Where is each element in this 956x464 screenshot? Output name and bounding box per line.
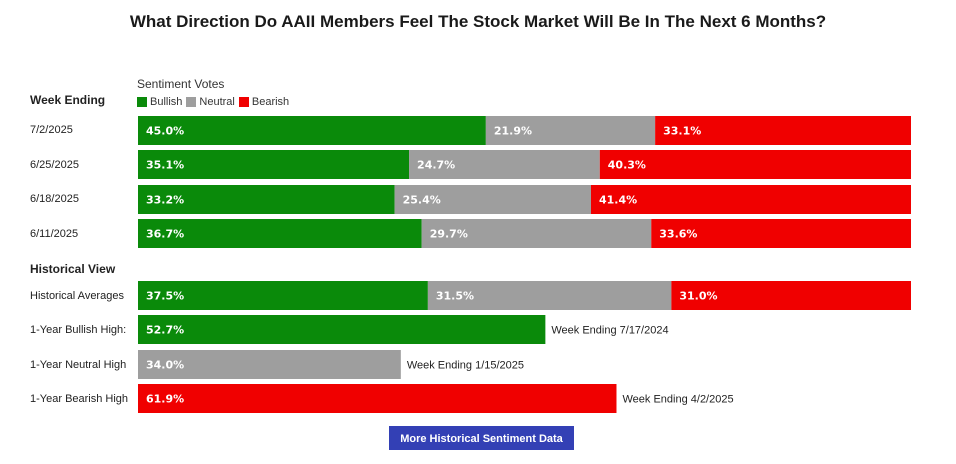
week-2-neutral-bar	[409, 150, 600, 179]
week-1-bearish-value: 33.1%	[663, 125, 701, 138]
week-3-neutral-bar	[394, 185, 591, 214]
bearish-high-bar	[138, 384, 617, 413]
neutral-high-value: 34.0%	[146, 359, 184, 372]
bullish-high-bar	[138, 315, 546, 344]
legend-swatch-neutral	[186, 97, 197, 107]
row-label-week-2: 6/25/2025	[30, 159, 79, 171]
row-label-week-4: 6/11/2025	[30, 228, 79, 240]
week-3-bearish-value: 41.4%	[599, 194, 637, 207]
neutral-high-note: Week Ending 1/15/2025	[407, 360, 524, 372]
bullish-high-value: 52.7%	[146, 324, 184, 337]
week-1-neutral-bar	[485, 116, 656, 145]
week-1-bullish-bar	[138, 116, 486, 145]
week-2-bullish-value: 35.1%	[146, 159, 184, 172]
row-label-bearish-high: 1-Year Bearish High	[30, 393, 129, 405]
week-4-bearish-bar	[651, 219, 911, 248]
week-3-bullish-value: 33.2%	[146, 194, 184, 207]
week-3-neutral-value: 25.4%	[403, 194, 441, 207]
legend-swatch-bearish	[238, 97, 249, 107]
row-label-neutral-high: 1-Year Neutral High	[30, 359, 127, 371]
week-2-bearish-value: 40.3%	[608, 159, 646, 172]
week-2-bearish-bar	[599, 150, 911, 179]
historical-average-bullish-value: 37.5%	[146, 290, 184, 303]
week-1-neutral-value: 21.9%	[494, 125, 532, 138]
row-label-week-1: 7/2/2025	[30, 124, 73, 136]
bearish-high-note: Week Ending 4/2/2025	[622, 394, 733, 406]
week-1-bullish-value: 45.0%	[146, 125, 184, 138]
row-label-bullish-high: 1-Year Bullish High:	[30, 324, 127, 336]
legend-label-neutral: Neutral	[199, 96, 235, 108]
week-3-bearish-bar	[590, 185, 911, 214]
week-4-bullish-bar	[138, 219, 422, 248]
legend-label-bullish: Bullish	[150, 96, 183, 108]
week-2-neutral-value: 24.7%	[417, 159, 455, 172]
historical-average-bearish-bar	[671, 281, 911, 310]
week-4-bearish-value: 33.6%	[659, 228, 697, 241]
legend-item-neutral: Neutral	[186, 96, 235, 108]
week-2-bullish-bar	[138, 150, 410, 179]
historical-view-heading: Historical View	[30, 262, 116, 276]
chart-title: What Direction Do AAII Members Feel The …	[129, 12, 827, 31]
neutral-high-bar	[138, 350, 401, 379]
row-label-historical-averages: Historical Averages	[30, 290, 124, 302]
legend-label-bearish: Bearish	[251, 96, 290, 108]
bullish-high-note: Week Ending 7/17/2024	[551, 325, 668, 337]
legend-item-bullish: Bullish	[137, 96, 182, 108]
historical-average-neutral-bar	[427, 281, 672, 310]
legend-title: Sentiment Votes	[137, 77, 225, 91]
week-4-neutral-value: 29.7%	[430, 228, 468, 241]
week-ending-heading: Week Ending	[30, 93, 106, 107]
week-4-bullish-value: 36.7%	[146, 228, 184, 241]
legend: Bullish Neutral Bearish	[137, 96, 293, 108]
week-1-bearish-bar	[655, 116, 911, 145]
week-3-bullish-bar	[138, 185, 395, 214]
legend-swatch-bullish	[137, 97, 147, 107]
historical-average-bullish-bar	[138, 281, 428, 310]
row-label-week-3: 6/18/2025	[30, 193, 79, 205]
bearish-high-value: 61.9%	[146, 393, 184, 406]
week-4-neutral-bar	[421, 219, 652, 248]
historical-average-neutral-value: 31.5%	[436, 290, 474, 303]
legend-item-bearish: Bearish	[238, 96, 290, 108]
historical-average-bearish-value: 31.0%	[679, 290, 717, 303]
more-historical-data-button[interactable]: More Historical Sentiment Data	[389, 426, 574, 450]
